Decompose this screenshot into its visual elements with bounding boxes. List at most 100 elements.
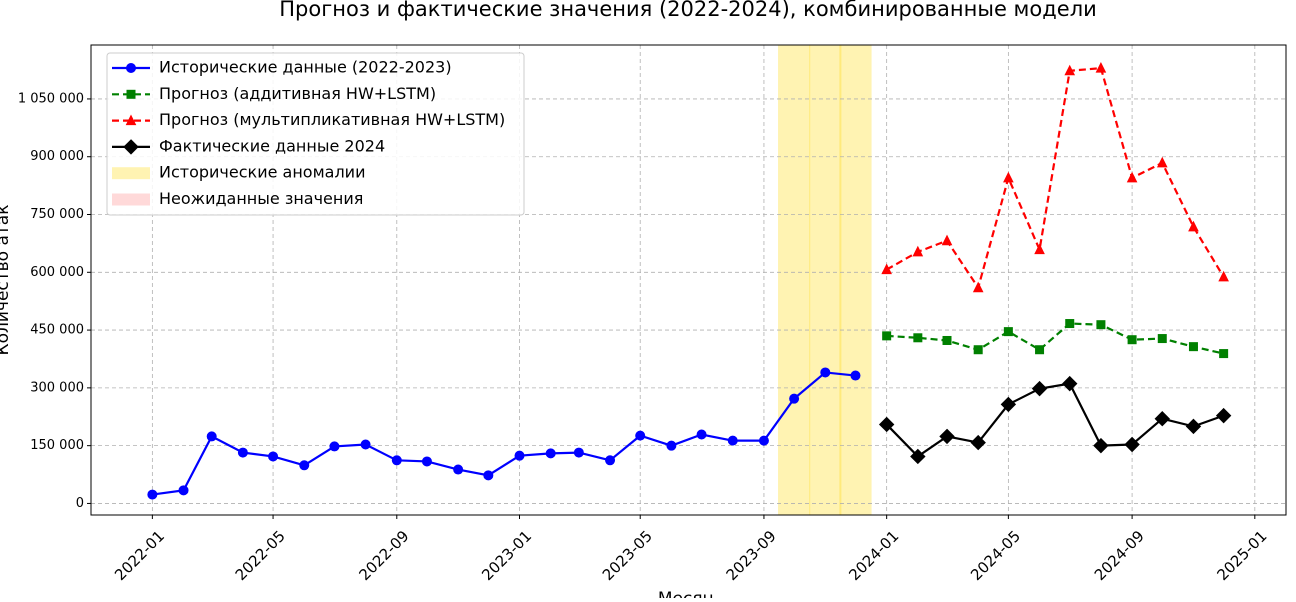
point [1185,418,1202,435]
point [1154,410,1170,427]
point [573,447,584,458]
series-line [152,371,856,496]
point [1034,243,1045,255]
x-tick-label: 2022-09 [355,527,412,584]
y-tick-label: 0 [76,496,84,511]
x-tick-label: 2024-01 [845,527,902,584]
y-tick-label: 600 000 [30,265,84,280]
point [1096,320,1106,330]
point [820,367,831,378]
point [391,455,402,466]
x-tick-label: 2023-01 [478,527,535,584]
x-tick-label: 2022-01 [111,527,168,584]
point [973,345,983,355]
plot-frame [90,44,1287,516]
x-tick-label: 2024-09 [1091,527,1148,584]
series-line [885,382,1225,458]
point [1035,345,1045,355]
point [1095,61,1107,73]
point [545,448,556,459]
point [147,489,158,500]
point [758,435,769,446]
point [268,451,279,462]
anomaly-band [809,45,842,515]
point [912,245,924,257]
point [1156,156,1168,168]
point [126,89,136,99]
legend-box [106,52,525,216]
y-tick-label: 900 000 [30,149,84,164]
point [605,455,616,466]
point [1188,220,1199,232]
point [453,464,464,475]
legend-label: Исторические данные (2022-2023) [159,58,452,77]
point [635,430,646,441]
point [126,63,136,73]
y-tick-label: 150 000 [30,438,84,453]
point [696,429,707,440]
point [910,448,926,465]
x-tick-label: 2024-05 [967,527,1024,584]
point [1124,436,1140,453]
x-tick-label: 2022-05 [232,527,289,584]
anomaly-band [778,45,811,515]
point [939,428,955,445]
anomaly-band [839,45,872,515]
legend-label: Исторические аномалии [159,163,365,182]
point [913,333,923,343]
point [1215,407,1232,424]
point [850,370,861,381]
legend-label: Фактические данные 2024 [159,136,385,155]
point [483,470,494,481]
point [299,460,310,471]
legend-label: Прогноз (аддитивная HW+LSTM) [159,84,436,103]
point [514,450,525,461]
point [1031,380,1048,397]
point [1062,375,1078,392]
y-tick-label: 300 000 [30,380,84,395]
point [1064,64,1076,76]
point [1000,396,1017,413]
point [1218,270,1229,282]
point [1093,437,1109,454]
legend-patch [112,193,150,206]
chart-title: Прогноз и фактические значения (2022-202… [279,0,1097,21]
point [1065,319,1075,329]
point [941,234,953,246]
point [237,447,248,458]
y-tick-label: 1 050 000 [18,91,84,106]
point [125,114,137,126]
point [970,434,986,451]
point [1003,171,1014,183]
series-line [886,322,1224,355]
point [360,439,371,450]
x-tick-label: 2025-01 [1214,527,1271,584]
legend-label: Неожиданные значения [159,189,363,208]
point [1126,171,1138,183]
point [178,485,189,496]
point [1188,342,1198,352]
point [123,139,139,155]
point [1157,334,1167,344]
point [206,431,217,442]
x-tick-label: 2023-05 [599,527,656,584]
series-line [886,66,1225,291]
point [882,331,892,341]
y-tick-label: 750 000 [30,207,84,222]
y-axis-label: Количество атак [0,205,13,356]
point [1003,327,1013,337]
point [1219,349,1229,359]
x-tick-label: 2023-09 [723,527,780,584]
x-axis-label: Месяц [658,589,714,598]
point [727,435,738,446]
legend-patch [112,167,150,180]
point [789,393,800,404]
legend-label: Прогноз (мультипликативная HW+LSTM) [159,110,505,129]
point [421,456,432,467]
point [666,440,677,451]
point [878,416,895,433]
point [1127,335,1137,345]
point [329,441,340,452]
point [881,263,892,275]
